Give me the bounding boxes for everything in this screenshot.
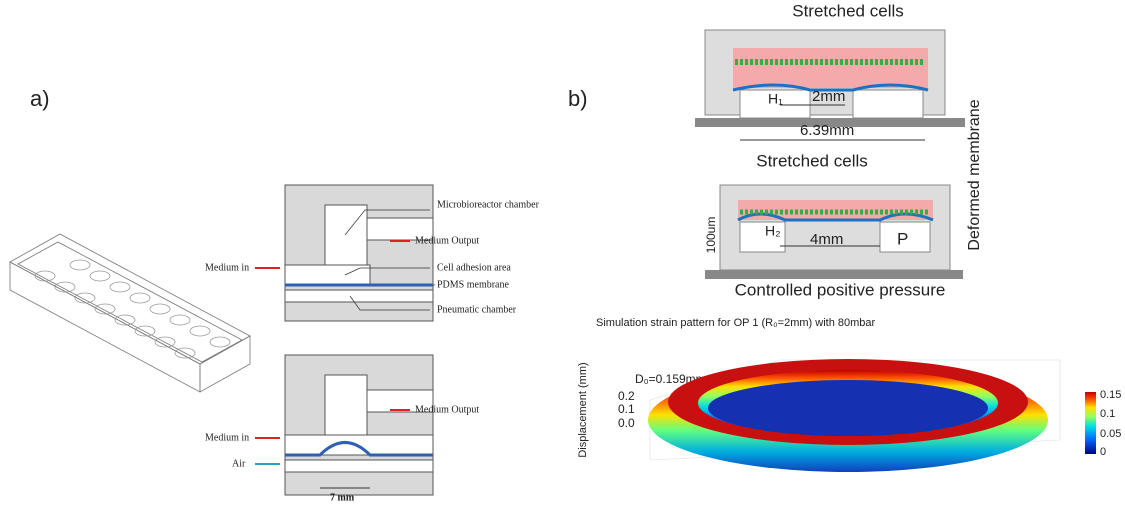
annotation: H₂ xyxy=(765,223,781,239)
side-label: Deformed membrane xyxy=(966,99,983,250)
colorbar-tick-label: 0.05 xyxy=(1100,428,1121,440)
colorbar xyxy=(1085,392,1096,454)
annotation: Controlled positive pressure xyxy=(735,280,946,299)
callout: Pneumatic chamber xyxy=(437,304,517,315)
cross-section-bottom xyxy=(255,355,433,495)
plot-title: Simulation strain pattern for OP 1 (R₀=2… xyxy=(596,317,875,329)
callout: Cell adhesion area xyxy=(437,262,511,273)
dimension: 2mm xyxy=(812,88,845,105)
axis-tick-label: 0.1 xyxy=(618,402,635,416)
panel-label: b) xyxy=(568,86,588,111)
device-3d xyxy=(10,234,250,392)
callout: Medium Output xyxy=(415,235,479,246)
colorbar-tick-label: 0 xyxy=(1100,446,1106,458)
dimension: 6.39mm xyxy=(800,122,854,139)
annotation: Stretched cells xyxy=(792,1,904,20)
callout: PDMS membrane xyxy=(437,279,510,290)
colorbar-tick-label: 0.1 xyxy=(1100,408,1115,420)
axis-tick-label: 0.2 xyxy=(618,389,635,403)
dimension: 4mm xyxy=(810,231,843,248)
cross-section-top xyxy=(255,185,435,321)
callout: Microbioreactor chamber xyxy=(437,199,540,210)
callout: Air xyxy=(232,458,246,469)
dimension: 7 mm xyxy=(330,492,355,503)
panel-label: a) xyxy=(30,86,50,111)
callout: Medium in xyxy=(205,262,249,273)
annotation: P xyxy=(897,229,908,248)
callout: Medium in xyxy=(205,432,249,443)
figure: a) Microbioreactor c xyxy=(0,0,1125,506)
callout: Medium Output xyxy=(415,404,479,415)
axis-label: Displacement (mm) xyxy=(577,362,589,457)
annotation: H₁ xyxy=(768,91,783,107)
axis-tick-label: 0.0 xyxy=(618,416,635,430)
displacement-ring xyxy=(648,359,1060,472)
annotation: Stretched cells xyxy=(756,151,868,170)
colorbar-tick-label: 0.15 xyxy=(1100,389,1121,401)
dimension: 100um xyxy=(704,217,718,254)
